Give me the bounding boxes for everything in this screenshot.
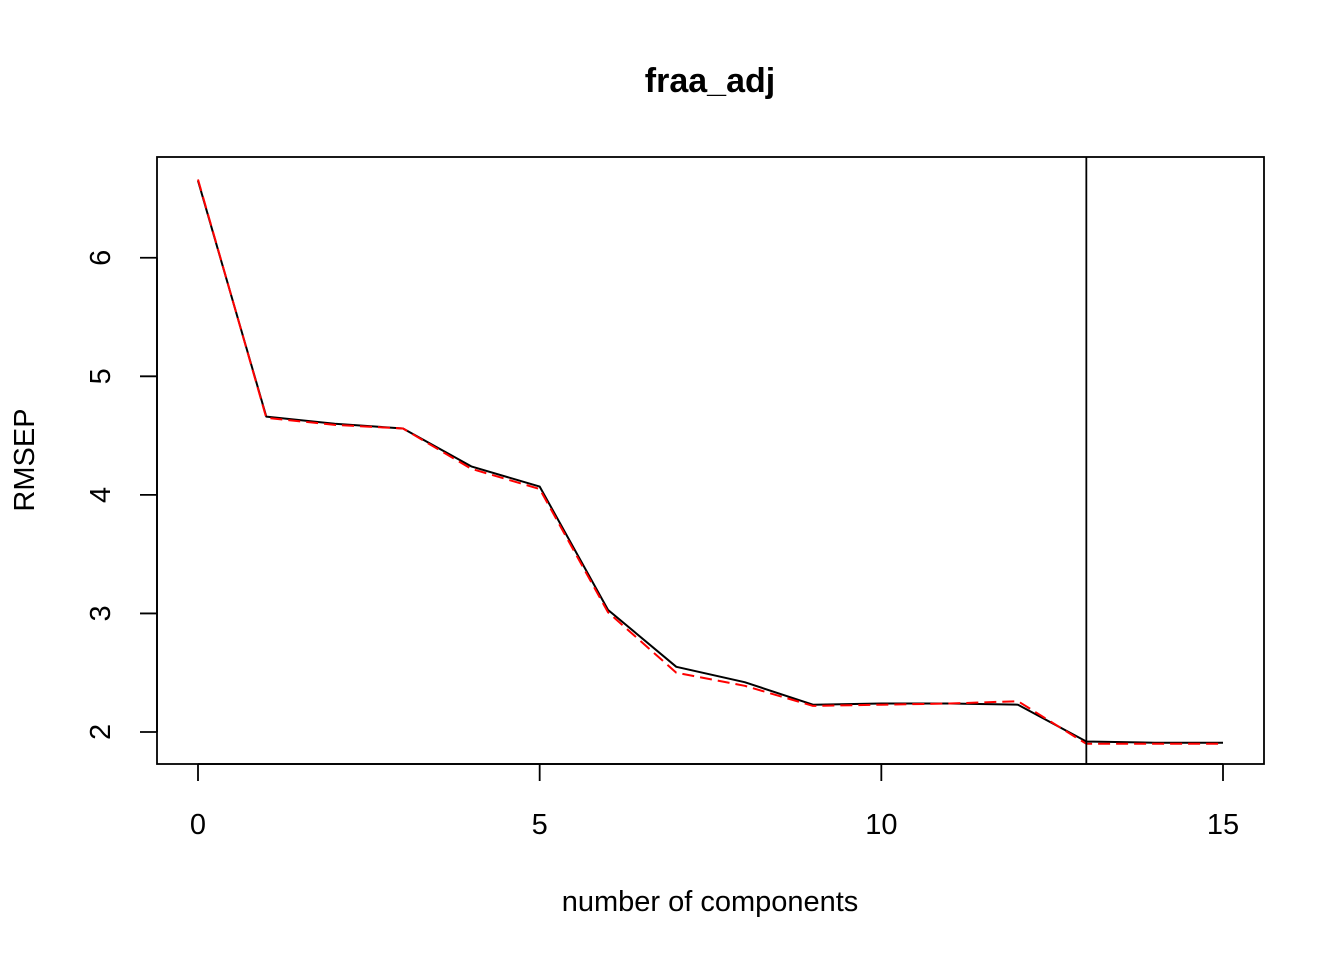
- y-tick-label: 4: [85, 487, 117, 503]
- y-axis-label: RMSEP: [9, 408, 41, 511]
- chart-title: fraa_adj: [645, 62, 775, 100]
- x-axis: 0 5 10 15: [190, 763, 1239, 841]
- x-tick-label: 0: [190, 809, 206, 841]
- series-line-2: [197, 179, 1223, 745]
- y-axis: 2 3 4 5 6: [85, 250, 158, 740]
- y-tick-label: 2: [85, 724, 117, 740]
- y-tick-label: 3: [85, 605, 117, 621]
- y-tick-label: 5: [85, 368, 117, 384]
- x-tick-label: 5: [532, 809, 548, 841]
- series-line-1: [197, 180, 1223, 744]
- x-axis-label: number of components: [562, 886, 859, 918]
- x-tick-label: 10: [865, 809, 897, 841]
- x-tick-label: 15: [1207, 809, 1239, 841]
- plot-frame: [156, 156, 1265, 765]
- series-layer: [197, 179, 1223, 745]
- y-tick-label: 6: [85, 250, 117, 266]
